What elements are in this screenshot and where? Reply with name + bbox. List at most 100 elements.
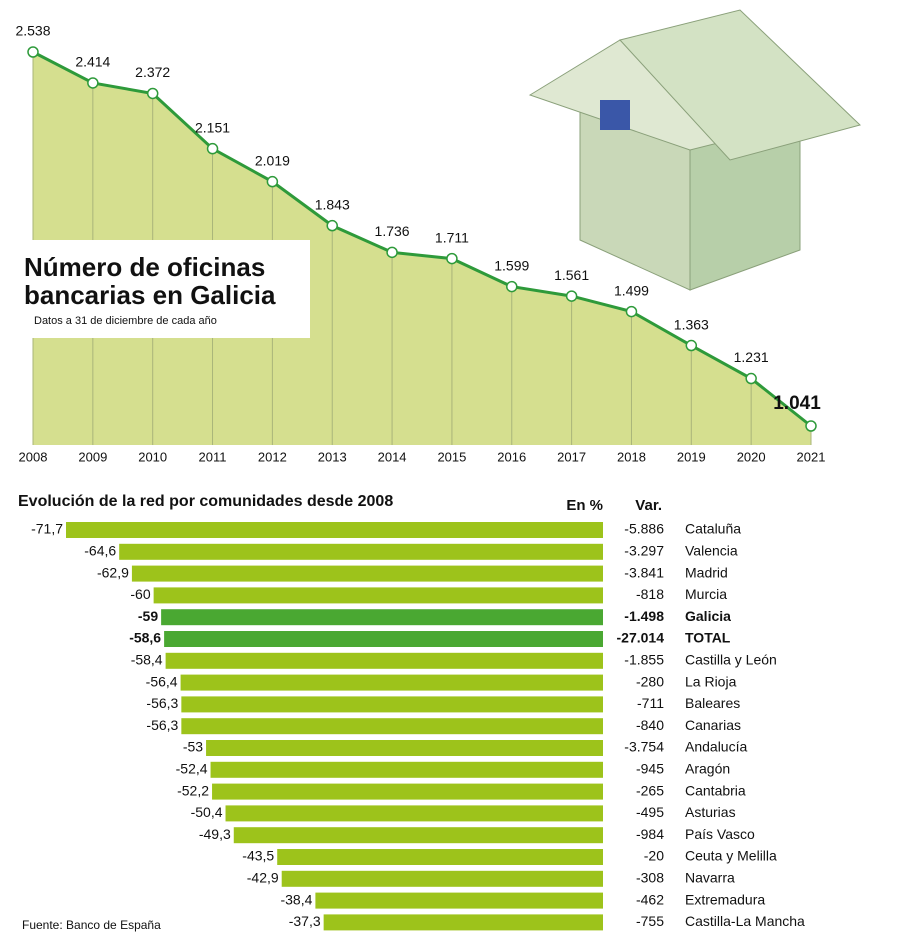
value-label: 2.414 [75, 54, 110, 70]
value-label: -60 [130, 586, 150, 602]
category-label: Cataluña [685, 521, 741, 537]
bar [164, 631, 603, 647]
value-label: -42,9 [247, 870, 279, 886]
x-tick-label: 2015 [437, 449, 466, 464]
var-label: -265 [636, 782, 664, 798]
var-label: -3.841 [624, 564, 664, 580]
bar [225, 805, 603, 822]
category-label: Andalucía [685, 739, 747, 755]
var-label: -5.886 [624, 521, 664, 537]
value-label: -64,6 [84, 543, 116, 559]
bar [131, 565, 603, 582]
category-label: Castilla y León [685, 652, 777, 668]
var-label: -1.855 [624, 652, 664, 668]
x-tick-label: 2013 [318, 449, 347, 464]
category-label: Madrid [685, 564, 728, 580]
category-label: Cantabria [685, 782, 746, 798]
x-tick-label: 2010 [138, 449, 167, 464]
bar [161, 609, 603, 626]
var-label: -945 [636, 761, 664, 777]
bar [180, 674, 603, 691]
category-label: Baleares [685, 695, 740, 711]
category-label: Asturias [685, 804, 736, 820]
point [625, 305, 638, 318]
value-label: 2.538 [15, 23, 50, 39]
point [506, 280, 518, 293]
value-label: -56,3 [146, 695, 178, 711]
x-tick-label: 2008 [19, 449, 48, 464]
source: Fuente: Banco de España [22, 918, 161, 932]
value-label: 2.019 [255, 152, 290, 168]
value-label: -56,3 [146, 717, 178, 733]
var-label: -308 [636, 870, 664, 886]
category-label: Extremadura [685, 891, 765, 907]
bar [206, 740, 604, 756]
value-label: -58,4 [131, 652, 163, 668]
point [206, 142, 219, 155]
money-house [528, 9, 861, 291]
bar [181, 718, 603, 735]
column-header: En % [566, 497, 603, 514]
value-label: -43,5 [242, 848, 274, 864]
value-label: -37,3 [289, 913, 321, 929]
var-label: -840 [636, 717, 664, 733]
category-label: La Rioja [685, 673, 737, 689]
bar [119, 543, 604, 560]
column-header: Var. [635, 497, 662, 514]
x-tick-label: 2020 [737, 449, 766, 464]
var-label: -280 [636, 673, 664, 689]
var-label: -3.754 [624, 739, 664, 755]
value-label: 1.736 [375, 223, 410, 239]
x-tick-label: 2019 [677, 449, 706, 464]
value-label: -59 [138, 608, 158, 624]
category-label: Valencia [685, 543, 738, 559]
flag [600, 100, 630, 130]
chart-title: bancarias en Galicia [24, 280, 276, 310]
var-label: -984 [636, 826, 664, 842]
category-label: Canarias [685, 717, 741, 733]
category-label: Navarra [685, 870, 735, 886]
bar [153, 587, 603, 604]
var-label: -462 [636, 891, 664, 907]
value-label: 1.599 [494, 257, 529, 273]
x-tick-label: 2014 [378, 449, 407, 464]
value-label: 2.151 [195, 119, 230, 135]
x-tick-label: 2021 [797, 449, 826, 464]
var-label: -711 [637, 695, 664, 711]
point [805, 420, 817, 432]
category-label: Galicia [685, 608, 731, 624]
value-label: -49,3 [199, 826, 231, 842]
area [33, 52, 811, 445]
var-label: -1.498 [624, 608, 664, 624]
value-label: -56,4 [146, 673, 178, 689]
house-roof [619, 9, 861, 161]
line [32, 50, 812, 428]
value-label: -52,4 [176, 761, 208, 777]
chart-title: Número de oficinas [24, 252, 265, 282]
value-label: -53 [183, 739, 203, 755]
value-label: 1.041 [773, 393, 821, 414]
point [27, 46, 39, 58]
value-label: -58,6 [129, 630, 161, 646]
chart-subtitle: Datos a 31 de diciembre de cada año [34, 315, 217, 327]
value-label: -62,9 [97, 564, 129, 580]
value-label: -52,2 [177, 782, 209, 798]
chart-title: Evolución de la red por comunidades desd… [18, 493, 393, 510]
bar [323, 914, 603, 931]
point [87, 77, 99, 89]
value-label: -50,4 [191, 804, 223, 820]
point [266, 175, 279, 188]
point [386, 246, 398, 259]
value-label: -38,4 [280, 891, 312, 907]
category-label: Aragón [685, 761, 730, 777]
category-label: Ceuta y Melilla [685, 848, 777, 864]
point [565, 290, 578, 302]
value-label: -71,7 [31, 521, 63, 537]
category-label: TOTAL [685, 630, 731, 646]
bar [281, 870, 603, 887]
x-tick-label: 2011 [199, 449, 227, 464]
var-label: -818 [636, 586, 664, 602]
value-label: 1.363 [674, 316, 709, 332]
